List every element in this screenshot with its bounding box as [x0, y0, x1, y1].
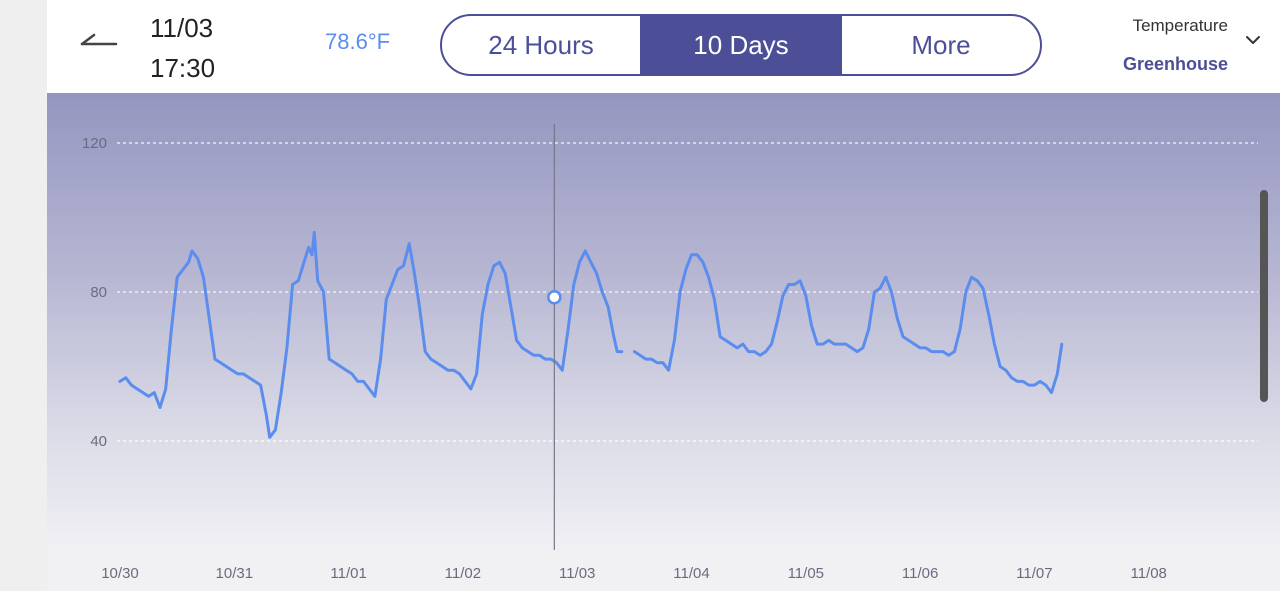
x-tick-label: 10/31 — [216, 565, 254, 582]
x-tick-label: 11/03 — [559, 565, 595, 582]
range-segmented-control: 24 Hours 10 Days More — [440, 14, 1042, 76]
selected-time: 17:30 — [150, 53, 216, 83]
metric-location-selector[interactable]: Temperature Greenhouse — [1100, 12, 1270, 82]
location-label: Greenhouse — [1122, 54, 1228, 74]
series-line-segment — [632, 253, 1064, 395]
x-tick-label: 10/30 — [101, 565, 139, 582]
x-axis-band — [47, 551, 1280, 591]
current-value: 78.6°F — [325, 29, 391, 54]
y-tick-label: 120 — [82, 135, 107, 152]
x-tick-label: 11/04 — [673, 565, 709, 582]
chevron-down-icon — [1246, 36, 1260, 44]
tab-more[interactable]: More — [840, 16, 1040, 74]
scrollbar-thumb[interactable] — [1260, 190, 1268, 402]
x-tick-label: 11/05 — [788, 565, 824, 582]
chart-panel[interactable] — [47, 93, 1280, 551]
x-tick-label: 11/07 — [1016, 565, 1052, 582]
y-tick-label: 40 — [90, 433, 107, 450]
tab-24-hours[interactable]: 24 Hours — [488, 29, 594, 60]
tab-10-days[interactable]: 10 Days — [640, 16, 840, 74]
x-tick-label: 11/08 — [1130, 565, 1166, 582]
back-arrow-icon — [80, 33, 118, 46]
x-tick-label: 11/02 — [445, 565, 481, 582]
back-button[interactable] — [78, 26, 120, 58]
metric-label: Temperature — [1132, 16, 1228, 35]
selected-data-point — [547, 289, 562, 305]
x-tick-label: 11/01 — [330, 565, 366, 582]
selected-date: 11/03 — [150, 13, 214, 43]
left-margin-strip — [0, 0, 47, 591]
selected-datetime: 11/03 17:30 — [150, 8, 215, 88]
y-tick-label: 80 — [90, 284, 107, 301]
series-line-segment — [118, 230, 624, 439]
x-tick-label: 11/06 — [902, 565, 938, 582]
